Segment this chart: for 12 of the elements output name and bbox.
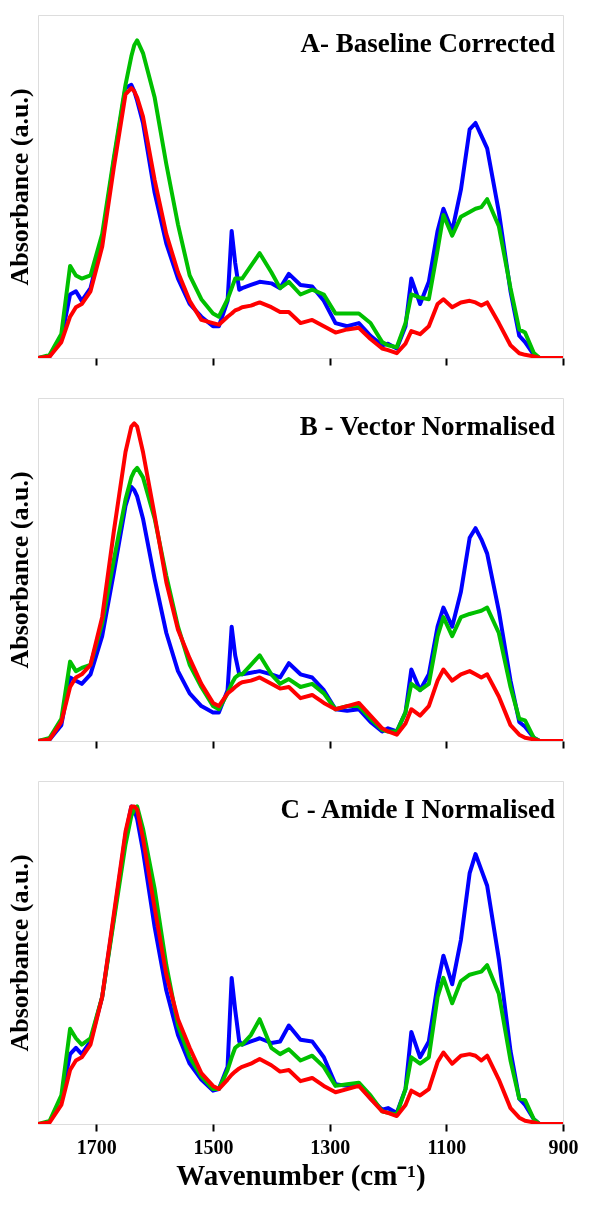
x-axis-title: Wavenumber (cm⁻¹)	[176, 1158, 426, 1192]
x-tick-label: 1100	[427, 1135, 467, 1158]
y-axis-title: Absorbance (a.u.)	[4, 88, 34, 286]
y-axis-title: Absorbance (a.u.)	[4, 471, 34, 669]
y-axis-title: Absorbance (a.u.)	[4, 854, 34, 1052]
chart-title: A- Baseline Corrected	[300, 28, 555, 58]
x-tick-label: 1300	[310, 1135, 351, 1158]
chart-title: B - Vector Normalised	[299, 411, 555, 441]
x-tick-label: 1500	[193, 1135, 234, 1158]
x-tick-label: 900	[548, 1135, 579, 1158]
chart-title: C - Amide I Normalised	[280, 794, 555, 824]
x-tick-label: 1700	[76, 1135, 117, 1158]
